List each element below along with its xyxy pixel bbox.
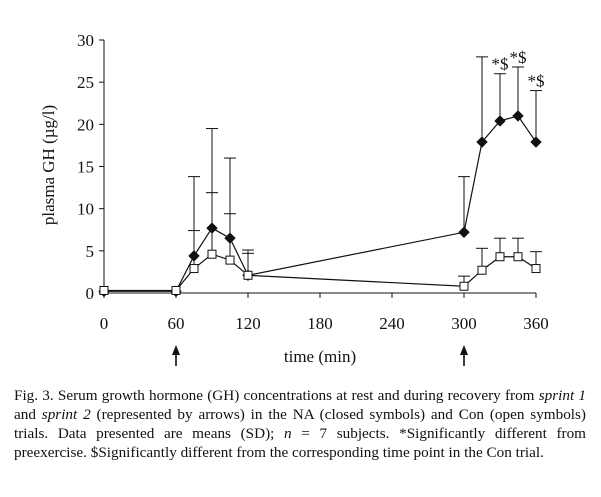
closed-diamond-marker — [224, 232, 236, 244]
open-square-marker — [171, 285, 181, 295]
y-tick-label: 15 — [77, 158, 94, 177]
y-tick-label: 25 — [77, 73, 94, 92]
figure-caption: Fig. 3. Serum growth hormone (GH) concen… — [14, 386, 586, 462]
x-tick-label: 300 — [451, 314, 477, 333]
y-tick-label: 5 — [86, 242, 95, 261]
significance-label: *$ — [510, 48, 527, 67]
open-square-marker — [99, 285, 109, 295]
x-tick-label: 240 — [379, 314, 405, 333]
open-square-marker — [189, 264, 199, 274]
closed-diamond-marker — [530, 136, 542, 148]
caption-n: n — [284, 425, 292, 442]
open-square-marker — [513, 252, 523, 262]
closed-diamond-marker — [458, 226, 470, 238]
caption-part-3: (represented by arrows) in the NA (close… — [14, 406, 586, 442]
significance-label: *$ — [492, 55, 509, 74]
open-square-marker — [495, 252, 505, 262]
significance-label: *$ — [528, 72, 545, 91]
x-tick-label: 360 — [523, 314, 549, 333]
open-square-marker — [477, 265, 487, 275]
x-axis-label: time (min) — [284, 347, 356, 366]
open-square-marker — [531, 264, 541, 274]
arrow-head — [172, 345, 180, 355]
series-line-open — [104, 253, 537, 292]
caption-part-4: = 7 subjects. *Significantly different f… — [14, 425, 586, 461]
caption-part-1: Fig. 3. Serum growth hormone (GH) concen… — [14, 387, 539, 404]
open-square-marker — [459, 281, 469, 291]
y-tick-label: 30 — [77, 31, 94, 50]
caption-part-2: and — [14, 406, 42, 423]
x-tick-label: 180 — [307, 314, 333, 333]
x-tick-label: 60 — [168, 314, 185, 333]
error-bars — [188, 56, 542, 287]
closed-diamond-marker — [512, 110, 524, 122]
closed-diamond-marker — [476, 136, 488, 148]
x-tick-label: 120 — [235, 314, 261, 333]
open-square-marker — [225, 255, 235, 265]
caption-sprint-1: sprint 1 — [538, 387, 586, 404]
arrow-head — [460, 345, 468, 355]
sprint-arrows — [172, 345, 468, 366]
closed-diamond-marker — [206, 222, 218, 234]
series-lines — [104, 115, 537, 292]
y-tick-label: 20 — [77, 115, 94, 134]
closed-diamond-marker — [188, 250, 200, 262]
data-markers — [98, 110, 542, 298]
open-square-marker — [243, 270, 253, 280]
caption-sprint-2: sprint 2 — [41, 406, 91, 423]
significance-annotations: *$ *$*$ — [492, 48, 545, 91]
y-tick-label: 10 — [77, 200, 94, 219]
open-square-marker — [207, 249, 217, 259]
x-tick-label: 0 — [100, 314, 109, 333]
series-line-closed — [104, 115, 537, 292]
y-axis-label: plasma GH (µg/l) — [39, 105, 58, 225]
y-tick-label: 0 — [86, 284, 95, 303]
closed-diamond-marker — [494, 115, 506, 127]
